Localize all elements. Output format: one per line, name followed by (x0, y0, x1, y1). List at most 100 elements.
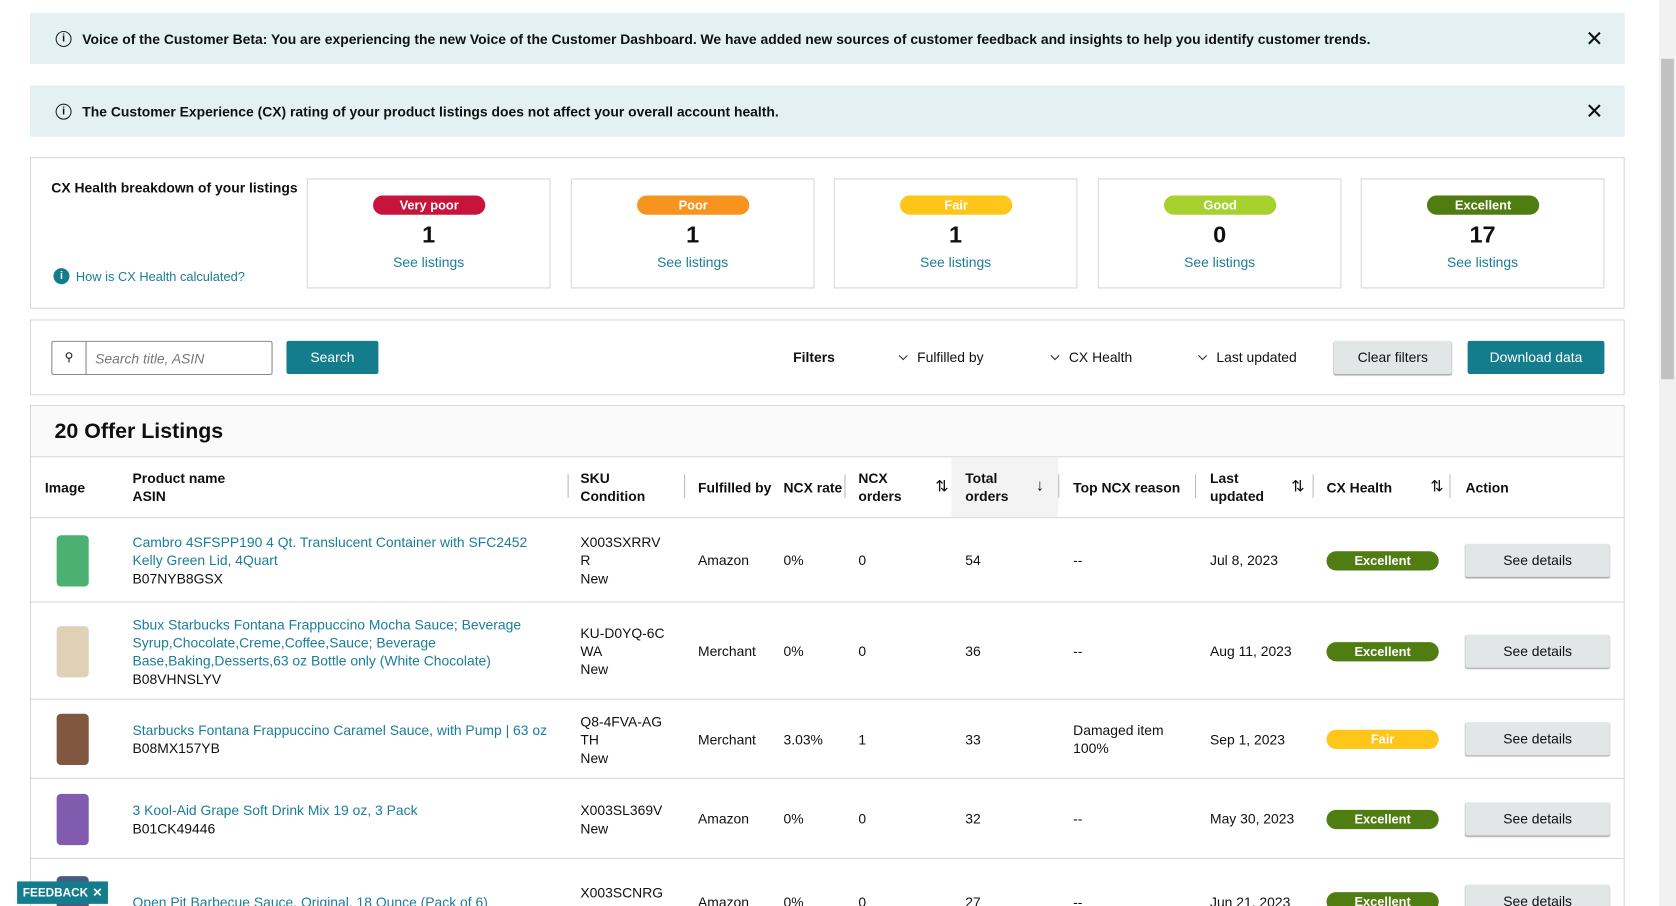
product-name[interactable]: Open Pit Barbecue Sauce, Original, 18 Ou… (132, 893, 488, 906)
search-box[interactable]: ⚲ Search title, ASIN (51, 340, 273, 376)
column-header-text: updated (1209, 488, 1265, 505)
column-header-text: Product name (132, 470, 226, 487)
see-listings-link[interactable]: See listings (1447, 254, 1519, 271)
clear-filters-button[interactable]: Clear filters (1333, 340, 1452, 374)
see-details-button[interactable]: See details (1465, 543, 1610, 577)
column-header[interactable]: Last updated (1210, 457, 1264, 517)
sort-icon[interactable]: ↓ (1035, 476, 1044, 495)
column-header-text: ASIN (132, 488, 166, 505)
product-name[interactable]: Cambro 4SFSPP190 4 Qt. Translucent Conta… (132, 534, 528, 569)
dropdown[interactable]: Fulfilled by (900, 349, 983, 365)
fulfilled-by: Amazon (697, 552, 749, 569)
product-name[interactable]: 3 Kool-Aid Grape Soft Drink Mix 19 oz, 3… (132, 801, 418, 818)
see-listings-link[interactable]: See listings (1184, 254, 1256, 271)
total-orders: 27 (965, 893, 981, 906)
sku-cell: X003SXRRVR New (580, 518, 666, 602)
ncx-reason-cell: -- (1073, 859, 1082, 906)
condition: New (580, 661, 609, 678)
info-icon: i (55, 30, 72, 47)
column-header: Image (45, 457, 85, 517)
column-header-text: Image (44, 479, 86, 496)
condition: New (580, 749, 609, 766)
sort-icon[interactable]: ⇅ (1430, 477, 1444, 496)
sort-icon[interactable]: ⇅ (1291, 477, 1305, 496)
sort-icon[interactable]: ⇅ (935, 477, 949, 496)
listings-header (30, 405, 1624, 457)
download-button[interactable]: Download data (1467, 340, 1605, 374)
search-button[interactable]: Search (286, 340, 379, 374)
health-pill: Fair (1326, 729, 1439, 749)
close-button[interactable]: ✕ (1585, 99, 1604, 124)
column-header: NCX rate (784, 457, 843, 517)
info-icon: i (53, 268, 70, 285)
search-icon: ⚲ (52, 341, 87, 374)
see-listings-link[interactable]: See listings (393, 254, 465, 271)
health-pill: Excellent (1426, 195, 1540, 215)
column-header-text: Last (1209, 470, 1239, 487)
column-header[interactable]: Total orders (965, 457, 1008, 517)
sku-cell: Q8-4FVA-AGTH New (580, 700, 666, 779)
sorted-column-bg (951, 457, 1059, 518)
column-separator (684, 474, 686, 498)
health-pill: Fair (900, 195, 1013, 215)
banner: i The Customer Experience (CX) rating of … (29, 85, 1625, 137)
column-separator (1058, 474, 1060, 498)
health-pill: Excellent (1326, 641, 1439, 661)
column-separator (844, 474, 846, 498)
see-details-button[interactable]: See details (1465, 884, 1610, 906)
dropdown[interactable]: Last updated (1199, 349, 1296, 365)
ncx-reason: -- (1073, 893, 1083, 906)
health-card: Very poor 1 See listings (306, 178, 551, 289)
column-header-text: Top NCX reason (1073, 479, 1181, 496)
asin: B08MX157YB (132, 740, 220, 757)
search-placeholder: Search title, ASIN (95, 350, 205, 367)
product-name[interactable]: Starbucks Fontana Frappuccino Caramel Sa… (132, 722, 548, 739)
see-listings-link[interactable]: See listings (920, 254, 992, 271)
column-header[interactable]: CX Health (1327, 457, 1393, 517)
column-header: Product name ASIN (133, 457, 226, 517)
column-separator (1449, 474, 1451, 498)
banner-text: Voice of the Customer Beta: You are expe… (82, 30, 1371, 47)
total-orders: 54 (965, 552, 981, 569)
feedback-label: FEEDBACK (22, 886, 89, 900)
see-details-button[interactable]: See details (1465, 801, 1610, 835)
ncx-reason-cell: Damaged item 100% (1073, 700, 1163, 779)
health-panel: CX Health breakdown of your listings i H… (29, 157, 1625, 309)
total-orders: 36 (965, 643, 981, 660)
column-header: Action (1465, 457, 1508, 517)
product-name[interactable]: Sbux Starbucks Fontana Frappuccino Mocha… (132, 615, 522, 669)
health-pill: Poor (637, 195, 750, 215)
sku: Q8-4FVA-AGTH (580, 713, 663, 748)
ncx-reason: Damaged item (1073, 722, 1164, 739)
close-button[interactable]: ✕ (1585, 27, 1604, 51)
see-details-button[interactable]: See details (1465, 634, 1610, 668)
dropdown[interactable]: CX Health (1052, 349, 1132, 365)
divider (30, 857, 1624, 859)
ncx-reason-cell: -- (1073, 518, 1082, 602)
column-header-text: CX Health (1326, 479, 1393, 496)
ncx-orders: 0 (858, 810, 867, 827)
column-header-text: Total (965, 470, 998, 487)
divider (30, 456, 1624, 458)
help-link[interactable]: How is CX Health calculated? (75, 269, 245, 285)
last-updated: Jul 8, 2023 (1209, 552, 1278, 569)
health-card: Poor 1 See listings (570, 178, 815, 289)
health-pill: Very poor (373, 195, 486, 215)
column-header-text: orders (858, 488, 902, 505)
ncx-reason: -- (1073, 552, 1083, 569)
column-header-text: NCX rate (783, 479, 843, 496)
ncx-orders: 1 (858, 731, 867, 748)
ncx-rate: 0% (783, 893, 804, 906)
health-title: CX Health breakdown of your listings (51, 179, 298, 196)
feedback-tab[interactable]: FEEDBACK ✕ (17, 881, 108, 904)
scroll-thumb[interactable] (1661, 58, 1674, 380)
product-image (56, 713, 89, 765)
sku: KU-D0YQ-6CWA (580, 625, 665, 660)
listings-title: 20 Offer Listings (54, 419, 224, 444)
sku-cell: X003SCNRGH (580, 859, 666, 906)
column-header[interactable]: NCX orders (858, 457, 901, 517)
see-details-button[interactable]: See details (1465, 722, 1610, 756)
condition: New (580, 570, 609, 587)
see-listings-link[interactable]: See listings (657, 254, 729, 271)
